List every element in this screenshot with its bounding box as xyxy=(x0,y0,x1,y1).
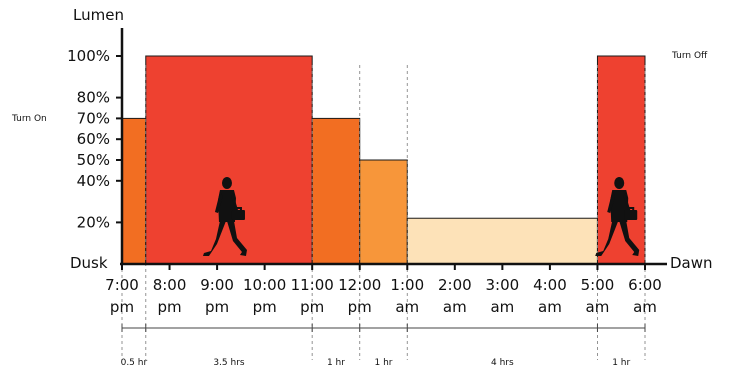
x-tick-label-time: 11:00 xyxy=(291,276,334,294)
y-axis-label: Lumen xyxy=(73,6,124,24)
x-tick-label-time: 6:00 xyxy=(628,276,662,294)
dawn-label: Dawn xyxy=(670,254,713,272)
duration-label: 0.5 hr xyxy=(121,358,148,368)
turn-on-label: Turn On xyxy=(11,114,47,124)
duration-label: 1 hr xyxy=(375,358,393,368)
x-tick-label-time: 9:00 xyxy=(200,276,234,294)
x-tick-label-period: am xyxy=(443,298,467,316)
dusk-label: Dusk xyxy=(70,254,108,272)
x-tick-label-period: am xyxy=(538,298,562,316)
x-tick-label-time: 10:00 xyxy=(243,276,286,294)
y-tick-label: 20% xyxy=(77,213,110,231)
lumen-segment-1 xyxy=(146,56,312,264)
x-tick-label-period: pm xyxy=(253,298,277,316)
x-tick-label-time: 12:00 xyxy=(338,276,381,294)
duration-label: 1 hr xyxy=(327,358,345,368)
x-tick-label-time: 1:00 xyxy=(390,276,424,294)
x-tick-label-period: pm xyxy=(110,298,134,316)
x-tick-label-time: 7:00 xyxy=(105,276,139,294)
y-tick-label: 100% xyxy=(67,47,110,65)
y-tick-label: 40% xyxy=(77,172,110,190)
y-tick-label: 70% xyxy=(77,109,110,127)
duration-scale: 0.5 hr 3.5 hrs 1 hr 1 hr 4 hrs 1 hr xyxy=(121,324,645,368)
x-tick-label-period: am xyxy=(395,298,419,316)
turn-off-label: Turn Off xyxy=(671,51,708,61)
x-axis-ticks: 7:00 pm 8:00 pm 9:00 pm 10:00 pm 11:00 pm 12:00 pm 1… xyxy=(105,264,662,316)
lumen-segments xyxy=(122,56,645,264)
y-tick-label: 50% xyxy=(77,151,110,169)
x-tick-label-period: pm xyxy=(157,298,181,316)
x-tick-label-period: pm xyxy=(348,298,372,316)
x-tick-label-period: am xyxy=(586,298,610,316)
lumen-segment-5 xyxy=(597,56,645,264)
y-tick-label: 80% xyxy=(77,89,110,107)
y-tick-label: 60% xyxy=(77,130,110,148)
x-tick-label-time: 5:00 xyxy=(581,276,615,294)
x-tick-label-period: am xyxy=(490,298,514,316)
lumen-segment-3 xyxy=(360,160,408,264)
x-tick-label-time: 3:00 xyxy=(486,276,520,294)
x-tick-label-period: am xyxy=(633,298,657,316)
x-tick-label-period: pm xyxy=(205,298,229,316)
duration-label: 4 hrs xyxy=(491,358,514,368)
lumen-segment-2 xyxy=(312,118,360,264)
duration-label: 1 hr xyxy=(612,358,630,368)
x-tick-label-time: 2:00 xyxy=(438,276,472,294)
x-tick-label-time: 4:00 xyxy=(533,276,567,294)
x-tick-label-time: 8:00 xyxy=(153,276,187,294)
duration-label: 3.5 hrs xyxy=(213,358,245,368)
lumen-segment-4 xyxy=(407,218,597,264)
lumen-segment-0 xyxy=(122,118,146,264)
y-axis-ticks: 20% 40% 50% 60% 70% 80% 100% xyxy=(67,47,122,231)
x-tick-label-period: pm xyxy=(300,298,324,316)
